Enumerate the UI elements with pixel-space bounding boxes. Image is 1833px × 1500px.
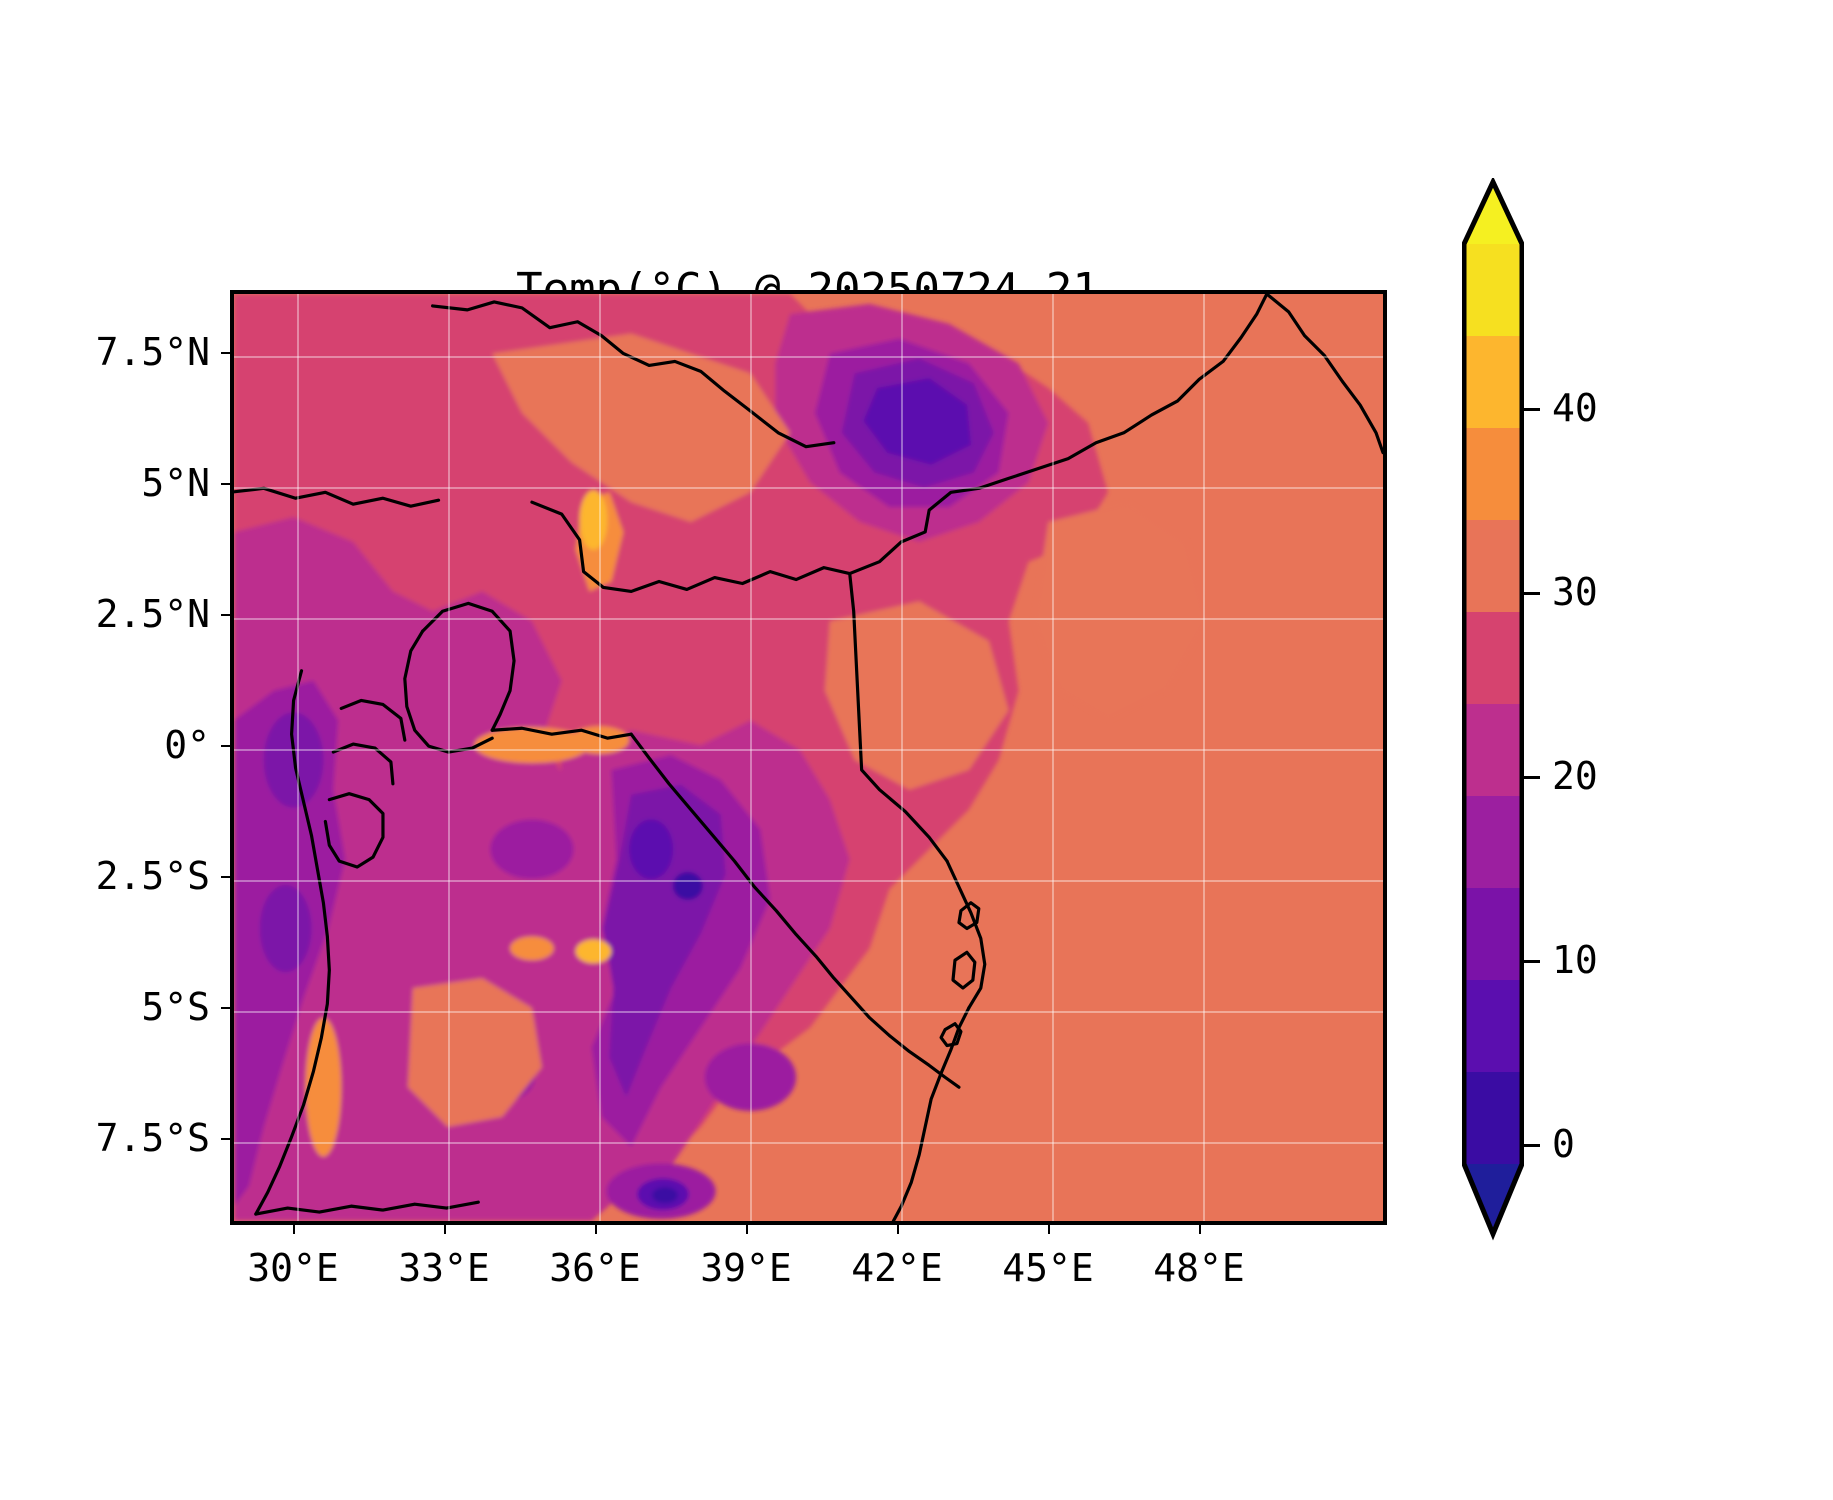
colorbar-tick-label-20: 20 [1552, 754, 1598, 798]
colorbar-tick-mark-0 [1524, 1144, 1540, 1147]
colorbar-band-30-35 [1464, 428, 1522, 520]
xtick-mark-48 [1199, 1225, 1201, 1234]
colorbar-band-25-30 [1464, 520, 1522, 612]
colorbar-band-15-20 [1464, 704, 1522, 796]
band-25-30-tanzania-west [407, 978, 542, 1127]
band-0-5-kilimanjaro-summit [652, 1187, 678, 1204]
colorbar[interactable] [1462, 178, 1524, 1338]
band-10-15-patch-a [490, 819, 574, 879]
colorbar-tick-label-40: 40 [1552, 386, 1598, 430]
xtick-label-33E: 33°E [398, 1246, 490, 1290]
ytick-label-2p5N: 2.5°N [95, 592, 210, 636]
ytick-label-5S: 5°S [141, 985, 210, 1029]
band-30-35-patch-a [474, 727, 590, 763]
map-axes[interactable] [230, 290, 1387, 1225]
colorbar-tick-label-10: 10 [1552, 938, 1598, 982]
band-30-35-patch-c [510, 936, 554, 961]
ytick-label-7p5N: 7.5°N [95, 330, 210, 374]
colorbar-band-0-5 [1464, 980, 1522, 1072]
ytick-mark-2p5S [221, 876, 230, 878]
ytick-label-0: 0° [164, 723, 210, 767]
band-30-35-rift-floor [305, 1017, 342, 1157]
country-borders [234, 294, 1383, 1221]
xtick-label-45E: 45°E [1002, 1246, 1094, 1290]
xtick-label-36E: 36°E [549, 1246, 641, 1290]
ytick-label-5N: 5°N [141, 461, 210, 505]
colorbar-band-10-15 [1464, 796, 1522, 888]
colorbar-tick-mark-40 [1524, 408, 1540, 411]
colorbar-band-40-45 [1464, 244, 1522, 336]
colorbar-band-35-40 [1464, 336, 1522, 428]
colorbar-band-5-10 [1464, 888, 1522, 980]
xtick-mark-36 [595, 1225, 597, 1234]
ytick-mark-5N [221, 483, 230, 485]
xtick-mark-30 [293, 1225, 295, 1234]
xtick-label-42E: 42°E [851, 1246, 943, 1290]
colorbar-tick-label-0: 0 [1552, 1122, 1575, 1166]
band-10-15-patch-c [704, 1043, 797, 1111]
band-35-40-patch [575, 939, 612, 964]
band-20-25-northwest [234, 294, 592, 443]
xtick-label-48E: 48°E [1153, 1246, 1245, 1290]
band-0-5-aberdares [629, 819, 673, 879]
colorbar-tick-mark-10 [1524, 960, 1540, 963]
colorbar-band-20-25 [1464, 612, 1522, 704]
ytick-mark-7p5N [221, 352, 230, 354]
colorbar-over-arrow [1464, 182, 1522, 244]
colorbar-outline [1462, 178, 1524, 1241]
xtick-label-30E: 30°E [247, 1246, 339, 1290]
xtick-mark-45 [1048, 1225, 1050, 1234]
temperature-contour-map [234, 294, 1383, 1221]
band-25-30-sudan [492, 333, 791, 523]
band-35-40-turkana-core [579, 490, 608, 550]
colorbar-tick-label-30: 30 [1552, 570, 1598, 614]
xtick-mark-39 [746, 1225, 748, 1234]
colorbar-tick-mark-30 [1524, 592, 1540, 595]
xtick-label-39E: 39°E [700, 1246, 792, 1290]
colorbar-gradient [1462, 178, 1524, 1241]
colorbar-tick-mark-20 [1524, 776, 1540, 779]
xtick-mark-33 [444, 1225, 446, 1234]
colorbar-band-m5-0 [1464, 1072, 1522, 1164]
band-5-10-rift-south [259, 884, 312, 973]
band-25-30-somalia [1033, 502, 1208, 721]
colorbar-under-arrow [1464, 1164, 1522, 1234]
xtick-mark-42 [897, 1225, 899, 1234]
band-0-5-ethiopia-core [863, 378, 971, 465]
band-30-35-patch-b [569, 726, 630, 755]
ytick-mark-0 [221, 745, 230, 747]
ytick-mark-5S [221, 1007, 230, 1009]
band-0-5-mt-kenya-summit [672, 872, 703, 900]
band-25-30-eastern-kenya [824, 601, 1009, 790]
ytick-mark-7p5S [221, 1138, 230, 1140]
ytick-label-7p5S: 7.5°S [95, 1116, 210, 1160]
ytick-mark-2p5N [221, 614, 230, 616]
ytick-label-2p5S: 2.5°S [95, 854, 210, 898]
